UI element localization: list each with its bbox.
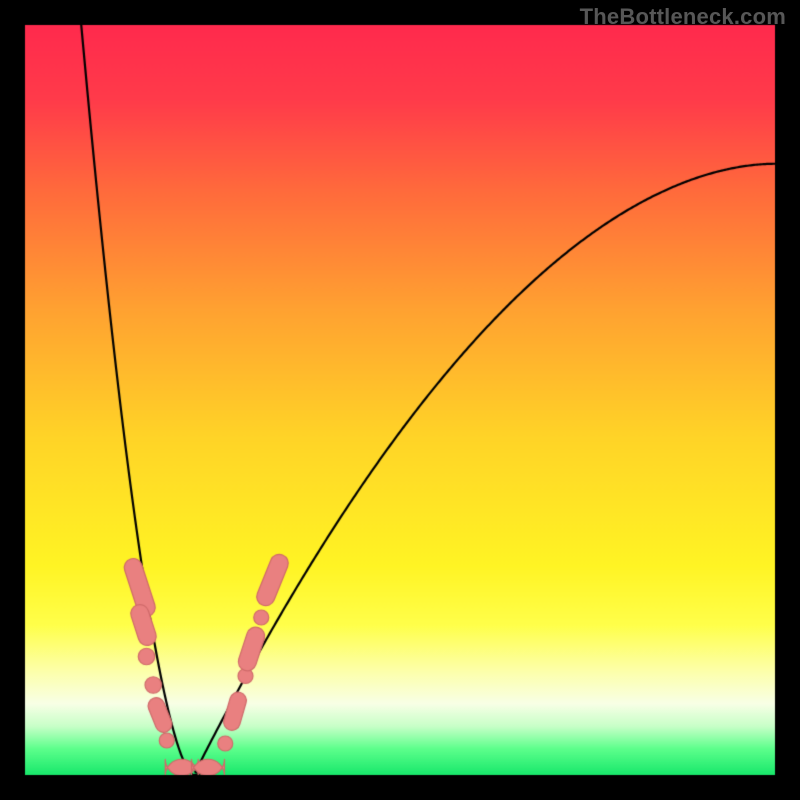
bottleneck-curve-chart bbox=[0, 0, 800, 800]
chart-stage: TheBottleneck.com bbox=[0, 0, 800, 800]
